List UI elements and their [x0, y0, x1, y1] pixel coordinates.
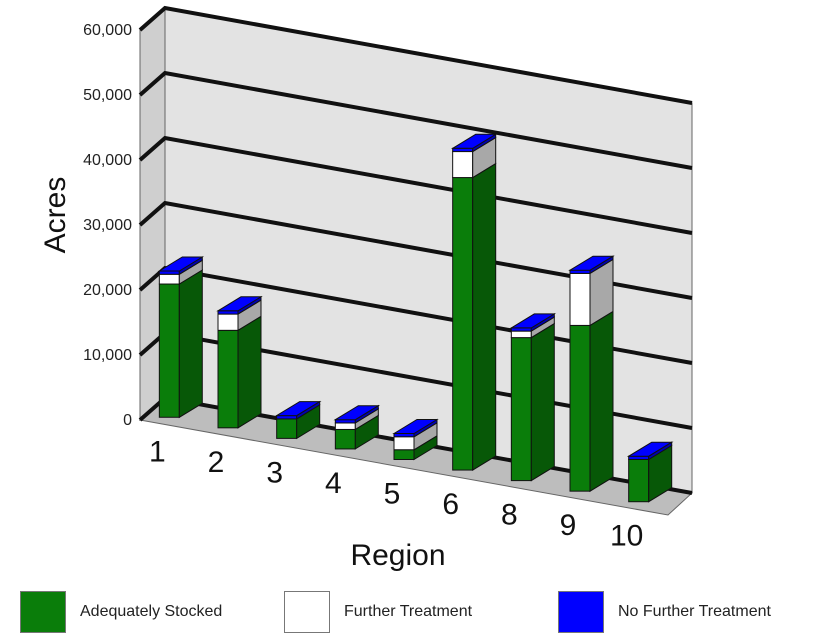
x-tick-label: 10: [610, 520, 643, 553]
gridline: [138, 200, 693, 300]
bar-top: [274, 401, 322, 417]
legend-item-adequately-stocked: Adequately Stocked: [20, 588, 222, 636]
legend: Adequately Stocked Further Treatment No …: [0, 588, 823, 636]
bar-segment: [393, 436, 415, 451]
legend-swatch-blue: [558, 591, 604, 633]
y-tick-label: 60,000: [83, 22, 132, 39]
gridline: [138, 5, 693, 105]
legend-label: No Further Treatment: [618, 603, 771, 620]
bar-top: [450, 133, 498, 149]
y-tick-label: 10,000: [83, 347, 132, 364]
bar-segment: [334, 428, 356, 450]
x-tick-label: 5: [384, 478, 401, 511]
bar-top: [626, 441, 674, 457]
legend-label: Further Treatment: [344, 603, 473, 620]
bar-segment: [158, 270, 180, 275]
legend-item-no-further-treatment: No Further Treatment: [558, 588, 771, 636]
bar-top: [568, 255, 615, 271]
y-tick-label: 40,000: [83, 152, 132, 169]
bar-top: [333, 405, 381, 421]
bar-segment: [217, 310, 239, 315]
x-tick-label: 6: [442, 488, 459, 521]
bar-segment: [628, 458, 650, 503]
bar-segment: [158, 273, 180, 285]
bar-segment: [276, 418, 298, 439]
bar-segment: [452, 177, 474, 471]
x-tick-label: 1: [149, 435, 166, 468]
gridline: [138, 135, 693, 235]
legend-label: Adequately Stocked: [80, 603, 223, 620]
bar-segment: [510, 330, 532, 339]
x-axis-ticks: 1 2 3 4 5 6 8 9 10: [149, 435, 643, 552]
bar-segment: [217, 329, 239, 429]
legend-item-further-treatment: Further Treatment: [284, 588, 472, 636]
bar-segment-side: [589, 310, 614, 493]
bar-segment: [334, 422, 356, 430]
x-tick-label: 3: [266, 456, 283, 489]
bar-segment: [569, 272, 591, 326]
bars: [157, 133, 674, 503]
bar-segment-side: [472, 162, 497, 471]
legend-swatch-white: [284, 591, 330, 633]
bar-segment: [217, 313, 239, 331]
y-tick-label: 30,000: [83, 217, 132, 234]
bar-segment: [276, 415, 298, 420]
bar-segment: [393, 449, 415, 460]
bar-segment: [158, 283, 180, 418]
bar-segment-side: [237, 315, 262, 429]
x-tick-label: 8: [501, 499, 518, 532]
chart: 0 10,000 20,000 30,000 40,000 50,000 60,000 1 2…: [39, 5, 694, 572]
x-tick-label: 2: [208, 446, 225, 479]
x-axis-title: Region: [350, 539, 445, 572]
x-tick-label: 9: [560, 509, 577, 542]
bar-segment-side: [178, 269, 203, 419]
bar-segment: [569, 324, 591, 492]
gridline: [138, 70, 693, 170]
x-tick-label: 4: [325, 467, 342, 500]
y-tick-label: 20,000: [83, 282, 132, 299]
legend-swatch-green: [20, 591, 66, 633]
y-tick-label: 50,000: [83, 87, 132, 104]
bar-segment: [510, 337, 532, 482]
y-axis-ticks: 0 10,000 20,000 30,000 40,000 50,000 60,000: [83, 22, 132, 429]
bar-segment: [452, 151, 474, 179]
bar-segment: [628, 455, 650, 460]
bar-segment-side: [530, 322, 555, 482]
bar-top: [157, 256, 205, 272]
bar-top: [392, 419, 439, 434]
y-axis-title: Acres: [39, 177, 72, 254]
y-tick-label: 0: [123, 412, 132, 429]
bar-top: [509, 313, 557, 329]
bar-top: [216, 296, 263, 312]
